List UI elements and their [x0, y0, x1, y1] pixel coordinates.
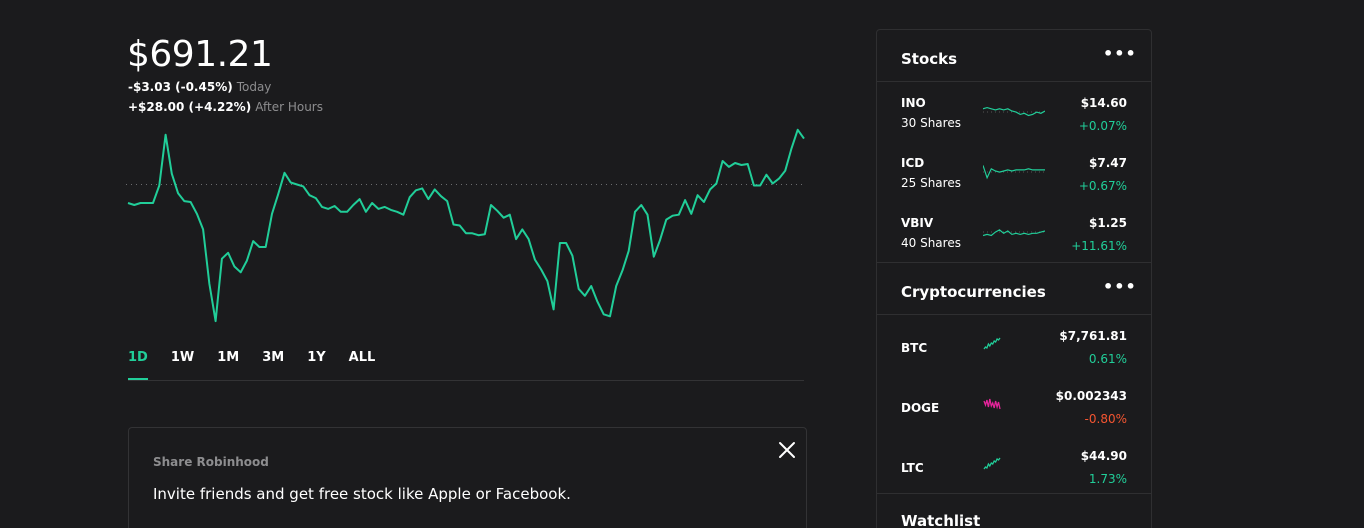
stock-sparkline	[982, 162, 1045, 184]
stock-price: $7.47	[1089, 156, 1127, 170]
after-hours-label: After Hours	[255, 100, 323, 114]
range-tab-1d[interactable]: 1D	[128, 350, 148, 380]
range-tab-1m[interactable]: 1M	[217, 350, 240, 365]
crypto-change: 0.61%	[1088, 352, 1127, 366]
crypto-more-icon[interactable]: •••	[1103, 277, 1137, 296]
stock-shares: 30 Shares	[901, 116, 961, 130]
share-card: Share Robinhood Invite friends and get f…	[128, 427, 807, 528]
today-change-row: -$3.03 (-0.45%) Today	[128, 80, 271, 94]
stock-sparkline-ino-line	[982, 106, 1046, 117]
share-eyebrow: Share Robinhood	[153, 455, 269, 469]
portfolio-chart[interactable]	[122, 120, 812, 335]
crypto-header: Cryptocurrencies •••	[877, 263, 1151, 315]
crypto-sparkline-line	[983, 337, 1001, 350]
stock-change: +11.61%	[1071, 239, 1127, 253]
crypto-sparkline-ltc	[983, 457, 1001, 470]
crypto-price: $7,761.81	[1059, 329, 1127, 343]
range-tab-1y[interactable]: 1Y	[307, 350, 326, 365]
stocks-more-icon[interactable]: •••	[1103, 44, 1137, 63]
crypto-price: $0.002343	[1055, 389, 1127, 403]
crypto-change: -0.80%	[1084, 412, 1127, 426]
today-change-value: -$3.03 (-0.45%)	[128, 80, 233, 94]
range-tabs: 1D 1W 1M 3M 1Y ALL	[128, 350, 398, 380]
holdings-sidebar: Stocks ••• INO 30 Shares $14.60 +0.07% ICD 25…	[876, 29, 1152, 528]
stock-sparkline-ino	[982, 106, 1046, 117]
portfolio-chart-svg[interactable]	[122, 120, 812, 335]
stock-symbol: VBIV	[901, 216, 934, 230]
crypto-sparkline	[983, 393, 1001, 417]
stock-row-ino[interactable]: INO 30 Shares $14.60 +0.07%	[877, 90, 1151, 150]
stock-sparkline	[982, 222, 1046, 244]
stocks-title: Stocks	[901, 50, 958, 68]
stocks-header: Stocks •••	[877, 30, 1151, 82]
portfolio-value: $691.21	[127, 34, 273, 75]
stock-symbol: INO	[901, 96, 926, 110]
share-message: Invite friends and get free stock like A…	[153, 485, 571, 503]
crypto-change: 1.73%	[1088, 472, 1127, 486]
watchlist-title: Watchlist	[901, 512, 981, 528]
stock-change: +0.07%	[1078, 119, 1127, 133]
crypto-row-doge[interactable]: DOGE $0.002343 -0.80%	[877, 385, 1151, 445]
crypto-sparkline	[983, 453, 1001, 477]
crypto-symbol: LTC	[901, 461, 924, 475]
watchlist-header: Watchlist	[877, 494, 1151, 528]
stock-change: +0.67%	[1078, 179, 1127, 193]
crypto-price: $44.90	[1080, 449, 1127, 463]
stock-shares: 25 Shares	[901, 176, 961, 190]
close-icon[interactable]	[777, 440, 797, 460]
stock-sparkline-vbiv	[982, 229, 1046, 237]
crypto-symbol: DOGE	[901, 401, 940, 415]
crypto-row-ltc[interactable]: LTC $44.90 1.73%	[877, 445, 1151, 505]
stock-symbol: ICD	[901, 156, 925, 170]
crypto-sparkline-doge	[983, 398, 1001, 410]
crypto-sparkline-btc	[983, 337, 1001, 350]
crypto-sparkline-line	[983, 398, 1001, 410]
stock-row-vbiv[interactable]: VBIV 40 Shares $1.25 +11.61%	[877, 210, 1151, 270]
crypto-symbol: BTC	[901, 341, 928, 355]
range-tab-3m[interactable]: 3M	[262, 350, 285, 365]
stock-row-icd[interactable]: ICD 25 Shares $7.47 +0.67%	[877, 150, 1151, 210]
stock-sparkline	[982, 102, 1046, 124]
crypto-sparkline	[983, 333, 1001, 357]
crypto-row-btc[interactable]: BTC $7,761.81 0.61%	[877, 325, 1151, 385]
crypto-sparkline-line	[983, 457, 1001, 470]
after-hours-change-row: +$28.00 (+4.22%) After Hours	[128, 100, 323, 114]
stock-sparkline-vbiv-line	[982, 229, 1046, 237]
stock-shares: 40 Shares	[901, 236, 961, 250]
today-label: Today	[236, 80, 272, 94]
stock-price: $14.60	[1080, 96, 1127, 110]
crypto-title: Cryptocurrencies	[901, 283, 1046, 301]
range-tab-1w[interactable]: 1W	[170, 350, 195, 365]
stock-sparkline-icd	[982, 165, 1045, 180]
tabs-divider	[128, 380, 804, 381]
stock-price: $1.25	[1089, 216, 1127, 230]
stocks-list: INO 30 Shares $14.60 +0.07% ICD 25 Shares $7.4…	[877, 82, 1151, 263]
after-hours-change-value: +$28.00 (+4.22%)	[128, 100, 252, 114]
range-tab-all[interactable]: ALL	[348, 350, 376, 365]
portfolio-series-line	[127, 128, 805, 323]
crypto-list: BTC $7,761.81 0.61% DOGE $0.002343 -0.80% LTC $…	[877, 315, 1151, 494]
stock-sparkline-icd-line	[982, 165, 1045, 180]
